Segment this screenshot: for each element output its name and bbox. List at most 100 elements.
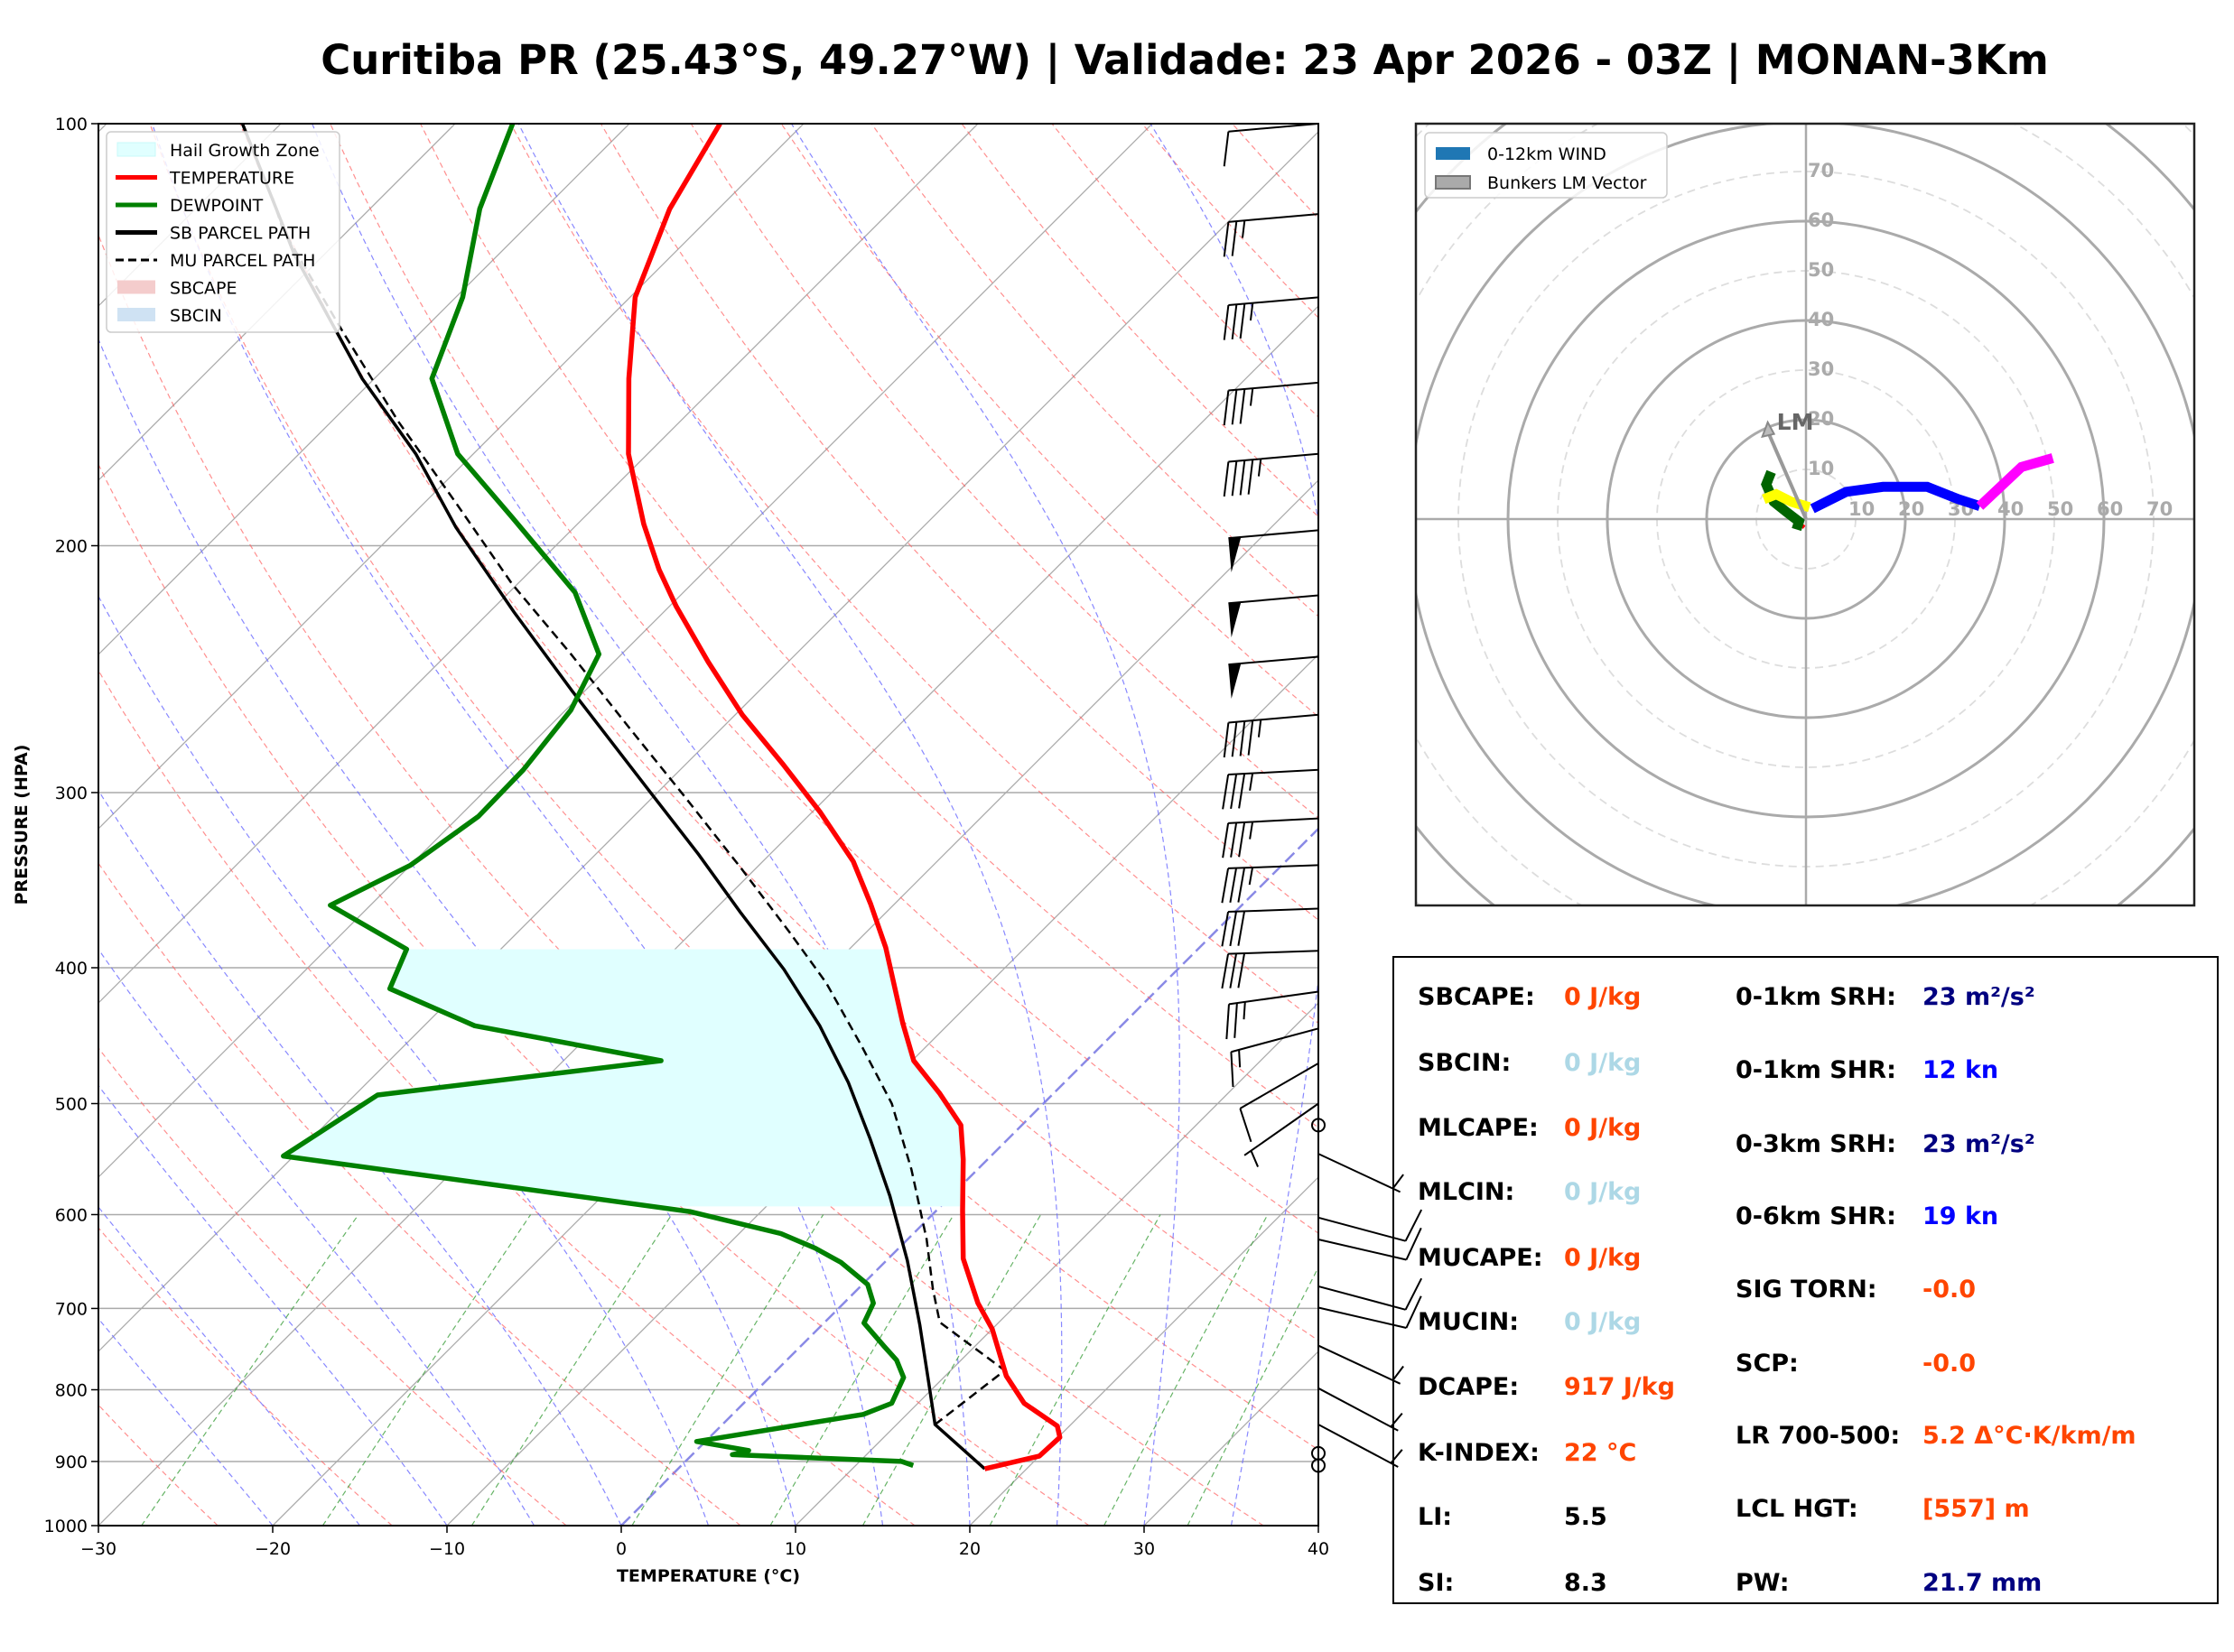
dry-adiabat	[690, 124, 1318, 819]
barb-full	[1231, 389, 1238, 425]
index-value: -0.0	[1922, 1276, 1977, 1304]
barb-full	[1229, 911, 1238, 947]
legend-swatch	[1436, 147, 1470, 160]
x-tick-label: 10	[785, 1539, 806, 1559]
barb-full	[1223, 221, 1230, 257]
barb-full	[1238, 773, 1246, 809]
index-value: 12 kn	[1922, 1056, 1999, 1084]
temperature-line	[626, 124, 1063, 1471]
wind-barb	[1221, 950, 1319, 989]
moist-adiabat	[98, 1317, 274, 1526]
index-value: 5.2 Δ°C·K/km/m	[1922, 1422, 2136, 1450]
isotherm-line	[98, 305, 1318, 1526]
legend-swatch	[1435, 175, 1471, 190]
index-value: 22 °C	[1564, 1439, 1637, 1467]
isotherm-line	[795, 1002, 1318, 1526]
x-tick-label: −30	[80, 1539, 116, 1559]
hodograph-ring-label: 50	[2047, 498, 2073, 520]
y-tick-label: 600	[55, 1205, 88, 1225]
mixing-ratio-line	[769, 1214, 954, 1526]
index-label: 0-1km SRH:	[1736, 983, 1896, 1011]
wind-barb	[1228, 655, 1319, 700]
moist-adiabat	[312, 124, 971, 1526]
wind-barb	[1221, 864, 1319, 904]
barb-full	[1405, 1295, 1422, 1329]
index-value: 0 J/kg	[1564, 1114, 1642, 1142]
hodograph-segment	[1761, 469, 1805, 532]
index-label: 0-6km SHR:	[1736, 1202, 1896, 1230]
moist-adiabat	[98, 1206, 360, 1526]
dry-adiabat	[149, 124, 1318, 1451]
isotherm-line	[98, 124, 805, 830]
barb-pennant	[1228, 663, 1242, 700]
hodograph-ring-label: 20	[1808, 408, 1834, 430]
moist-adiabat	[98, 595, 710, 1526]
calm-wind-circle	[1311, 1118, 1326, 1133]
legend-label: Hail Growth Zone	[170, 141, 320, 161]
y-axis-label: PRESSURE (HPA)	[12, 745, 32, 905]
barb-shaft	[1228, 713, 1319, 724]
moist-adiabat	[98, 789, 622, 1526]
wind-barb	[1228, 594, 1319, 638]
index-value: 0 J/kg	[1564, 1178, 1642, 1206]
barb-full	[1405, 1227, 1422, 1260]
index-label: 0-1km SHR:	[1736, 1056, 1896, 1084]
index-label: PW:	[1736, 1569, 1790, 1597]
barb-full	[1237, 911, 1246, 946]
dewpoint-line	[281, 124, 915, 1468]
barb-pennant	[1228, 536, 1242, 572]
barb-full	[1223, 304, 1230, 340]
barb-shaft	[1228, 594, 1319, 605]
barb-full	[1230, 1052, 1234, 1088]
barb-half	[1392, 1365, 1404, 1381]
hodograph-ring-label: 70	[1808, 160, 1834, 181]
barb-shaft	[1317, 1424, 1399, 1468]
legend-label: TEMPERATURE	[169, 169, 294, 189]
barb-shaft	[1243, 1102, 1319, 1156]
figure-title: Curitiba PR (25.43°S, 49.27°W) | Validad…	[321, 36, 2049, 84]
wind-barb	[1230, 1027, 1319, 1088]
skewt-legend: Hail Growth Zone TEMPERATURE DEWPOINT SB PA…	[106, 131, 340, 333]
mu-parcel-path	[271, 198, 1007, 1425]
isotherm-line	[98, 124, 979, 1004]
wind-barb	[1317, 1387, 1403, 1432]
index-value: 23 m²/s²	[1922, 983, 2035, 1011]
legend-label: 0-12km WIND	[1487, 144, 1606, 164]
barb-full	[1225, 1004, 1230, 1040]
barb-half	[1249, 302, 1254, 321]
x-tick-label: 40	[1308, 1539, 1329, 1559]
dry-adiabat	[98, 233, 1264, 1526]
isotherm-line	[969, 1176, 1318, 1526]
barb-half	[1257, 459, 1262, 477]
dry-adiabat	[98, 862, 741, 1526]
barb-full	[1223, 461, 1230, 497]
dry-adiabat	[600, 124, 1318, 921]
barb-shaft	[1228, 990, 1319, 1006]
x-axis-label: TEMPERATURE (°C)	[617, 1566, 800, 1586]
legend-box	[106, 131, 340, 333]
mixing-ratio-line	[470, 1214, 673, 1526]
y-tick-label: 500	[55, 1095, 88, 1115]
isotherm-line	[98, 124, 630, 655]
index-value: 8.3	[1564, 1569, 1607, 1597]
calm-wind-circle	[1311, 1458, 1326, 1473]
index-label: SCP:	[1736, 1350, 1799, 1378]
hodograph-ring-label: 30	[1808, 358, 1834, 380]
dry-adiabat	[98, 669, 916, 1526]
barb-full	[1404, 1277, 1423, 1311]
x-tick-label: 0	[616, 1539, 627, 1559]
barb-full	[1239, 459, 1246, 496]
hodograph-ring-label: 10	[1808, 458, 1834, 479]
barb-shaft	[1317, 1216, 1406, 1242]
mixing-ratio-line	[1187, 1266, 1318, 1526]
zero-isotherm	[620, 827, 1318, 1526]
skewt-frame	[98, 123, 1319, 1527]
barb-shaft	[1228, 296, 1319, 307]
hodograph-ring-label: 40	[1997, 498, 2024, 520]
wind-barbs	[1221, 123, 1423, 1473]
dry-adiabat	[509, 124, 1318, 1025]
index-label: MUCIN:	[1418, 1308, 1520, 1336]
isotherm-line	[98, 124, 456, 481]
index-label: SBCIN:	[1418, 1049, 1512, 1077]
sb-parcel-path	[240, 124, 986, 1471]
